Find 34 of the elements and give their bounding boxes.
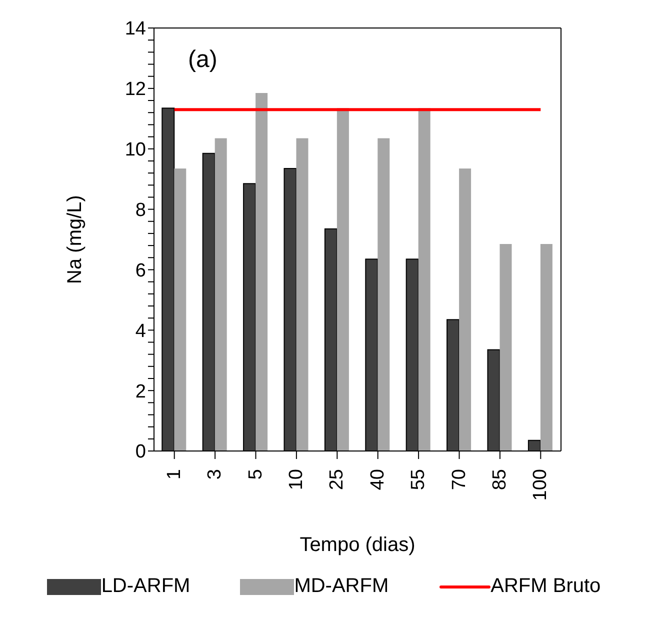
- bar: [174, 168, 186, 451]
- x-tick-label: 25: [326, 469, 348, 490]
- y-tick-label: 8: [135, 200, 146, 222]
- x-tick-label: 1: [164, 469, 185, 480]
- x-tick-label: 3: [204, 469, 226, 480]
- y-axis-title: Na (mg/L): [64, 195, 86, 284]
- legend-label: ARFM Bruto: [490, 575, 601, 598]
- annotation: (a): [188, 46, 218, 74]
- y-tick-label: 6: [135, 260, 146, 282]
- bar: [418, 108, 430, 451]
- y-tick-label: 2: [135, 381, 146, 402]
- x-tick-label: 100: [530, 469, 552, 501]
- legend-label: LD-ARFM: [101, 575, 190, 598]
- y-tick-label: 10: [124, 140, 146, 161]
- bar: [459, 168, 472, 451]
- x-tick-label: 85: [489, 469, 510, 490]
- x-tick-label: 55: [408, 469, 430, 490]
- bar: [378, 138, 390, 451]
- y-tick-label: 12: [124, 79, 146, 100]
- bar: [256, 92, 268, 451]
- y-tick-label: 14: [124, 18, 146, 40]
- bar: [336, 108, 349, 451]
- x-tick-label: 70: [448, 469, 470, 490]
- x-tick-label: 5: [245, 469, 266, 480]
- y-tick-label: 0: [135, 442, 146, 463]
- bar: [540, 244, 552, 451]
- bar: [500, 244, 512, 451]
- y-tick-label: 4: [135, 320, 146, 342]
- bar: [296, 138, 308, 451]
- x-tick-label: 40: [367, 469, 388, 490]
- bar: [214, 138, 227, 451]
- x-tick-label: 10: [286, 469, 307, 490]
- legend-label: MD-ARFM: [294, 575, 389, 598]
- x-axis-title: Tempo (dias): [300, 534, 416, 556]
